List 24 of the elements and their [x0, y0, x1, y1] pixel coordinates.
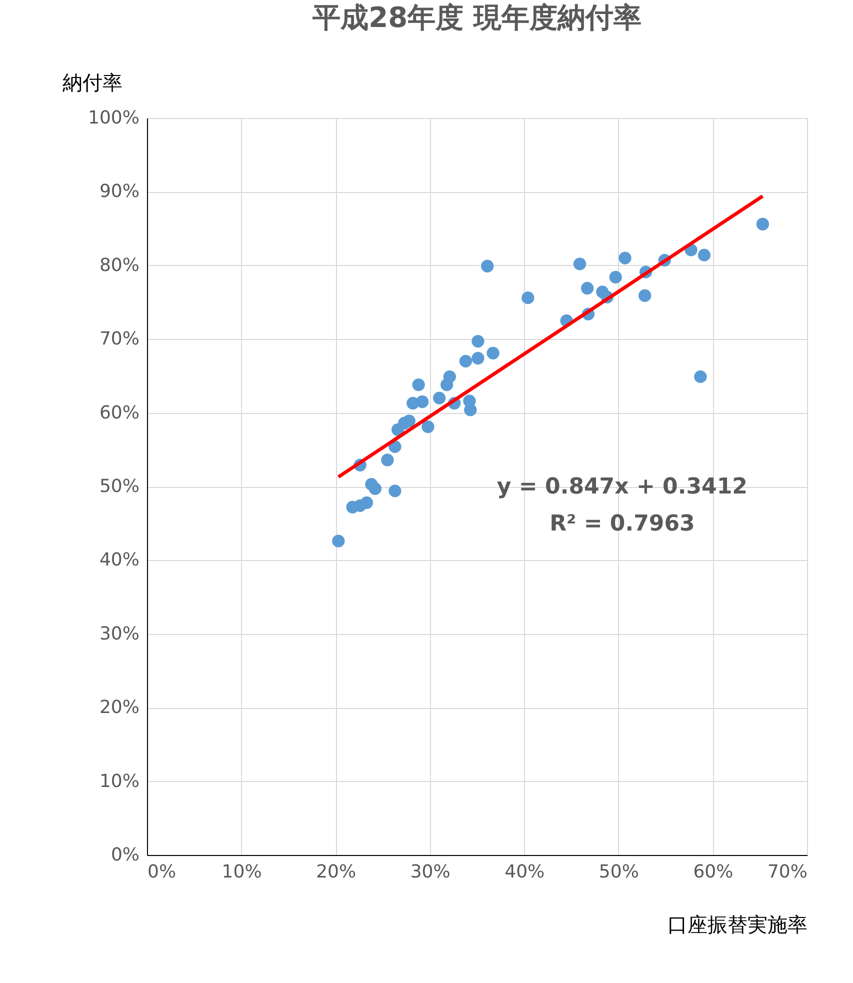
- x-tick-label: 50%: [598, 862, 639, 882]
- y-tick-label: 20%: [99, 697, 140, 718]
- y-tick-label: 80%: [99, 254, 140, 276]
- x-tick-label: 40%: [504, 862, 545, 882]
- y-tick-label: 70%: [99, 328, 140, 350]
- x-tick-label: 10%: [222, 862, 262, 882]
- y-tick-label: 100%: [88, 108, 140, 128]
- y-tick-label: 30%: [99, 623, 140, 644]
- x-tick-label: 70%: [767, 862, 808, 882]
- y-axis-title: 納付率: [62, 70, 122, 94]
- annotation: y = 0.847x + 0.3412: [496, 474, 748, 500]
- y-tick-label: 40%: [99, 550, 140, 571]
- y-tick-label: 50%: [99, 476, 140, 497]
- x-tick-label: 60%: [693, 862, 734, 882]
- y-tick-label: 0%: [110, 844, 140, 866]
- y-tick-label: 90%: [99, 181, 140, 202]
- x-tick-label: 20%: [316, 862, 356, 882]
- x-tick-label: 30%: [410, 862, 450, 882]
- y-tick-label: 60%: [99, 402, 140, 424]
- chart-title: 平成28年度 現年度納付率: [312, 1, 642, 34]
- x-axis-title: 口座振替実施率: [668, 912, 808, 936]
- annotation: R² = 0.7963: [550, 512, 695, 536]
- y-tick-label: 10%: [99, 770, 140, 792]
- x-tick-label: 0%: [148, 862, 176, 882]
